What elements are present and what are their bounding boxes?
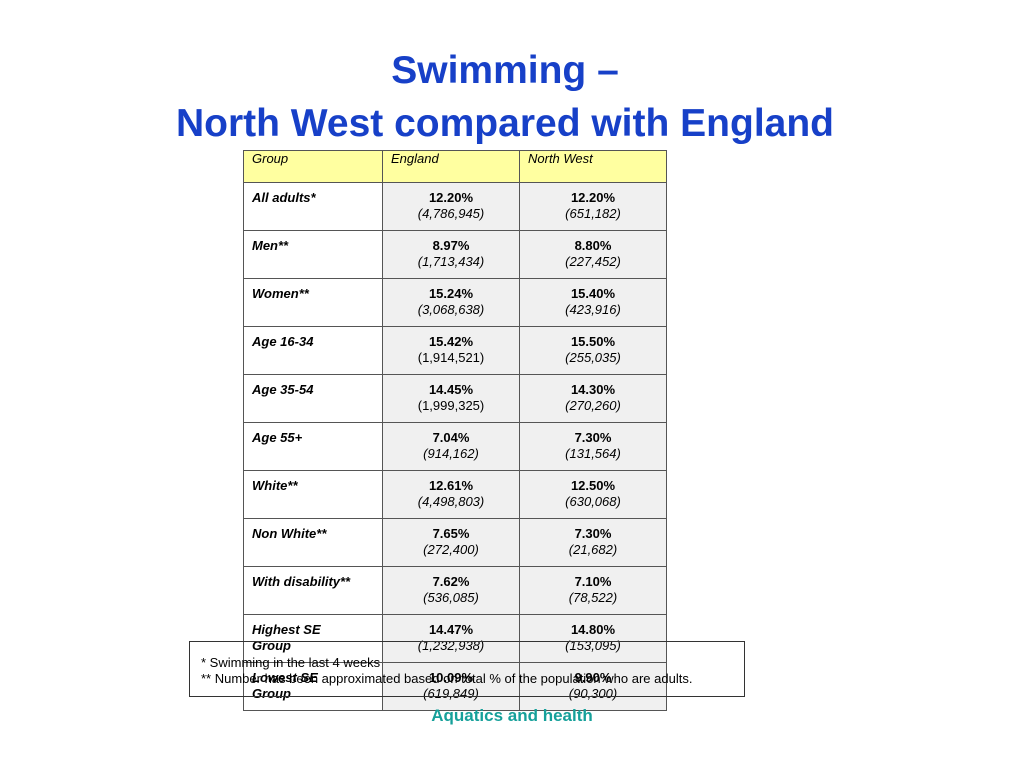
north-west-number: (423,916) [565, 302, 621, 317]
table-row: Age 16-34 15.42% (1,914,521) 15.50% (255,0… [243, 326, 667, 375]
group-label-line-1: Highest SE [252, 622, 321, 637]
north-west-cell: 7.30% (131,564) [519, 422, 667, 471]
table-row: Age 55+ 7.04% (914,162) 7.30% (131,564) [243, 422, 667, 471]
england-number: (4,786,945) [417, 206, 485, 221]
north-west-number: (131,564) [565, 446, 621, 461]
title-line-2: North West compared with England [176, 102, 834, 145]
table-row: Non White** 7.65% (272,400) 7.30% (21,682) [243, 518, 667, 567]
north-west-cell: 15.50% (255,035) [519, 326, 667, 375]
group-label: Non White** [243, 518, 383, 567]
england-percent: 7.62% [432, 574, 470, 589]
footnote-1: * Swimming in the last 4 weeks [201, 655, 381, 670]
england-cell: 8.97% (1,713,434) [382, 230, 520, 279]
header-north-west: North West [519, 150, 667, 183]
table-header-row: Group England North West [243, 150, 667, 183]
north-west-cell: 9.90% (90,300) [519, 662, 667, 711]
england-cell: 12.61% (4,498,803) [382, 470, 520, 519]
england-number: (619,849) [423, 686, 479, 701]
group-label: Men** [243, 230, 383, 279]
england-cell: 7.65% (272,400) [382, 518, 520, 567]
north-west-number: (651,182) [565, 206, 621, 221]
england-cell: 15.24% (3,068,638) [382, 278, 520, 327]
footnotes-box: * Swimming in the last 4 weeks ** Number… [189, 641, 745, 697]
footnote-2: ** Number has been approximated based on… [201, 671, 693, 686]
table-row: White** 12.61% (4,498,803) 12.50% (630,068… [243, 470, 667, 519]
north-west-percent: 15.50% [570, 334, 616, 349]
group-label-line-1: Lowest SE [252, 670, 318, 685]
group-label: With disability** [243, 566, 383, 615]
england-percent: 12.61% [428, 478, 474, 493]
england-percent: 14.47% [428, 622, 474, 637]
england-percent: 10.09% [428, 670, 474, 685]
north-west-percent: 12.50% [570, 478, 616, 493]
england-cell: 7.62% (536,085) [382, 566, 520, 615]
table-row: Age 35-54 14.45% (1,999,325) 14.30% (270,2… [243, 374, 667, 423]
north-west-cell: 12.50% (630,068) [519, 470, 667, 519]
north-west-cell: 15.40% (423,916) [519, 278, 667, 327]
north-west-number: (90,300) [568, 686, 618, 701]
north-west-percent: 7.10% [574, 574, 612, 589]
england-percent: 8.97% [432, 238, 470, 253]
england-number: (272,400) [423, 542, 479, 557]
north-west-cell: 8.80% (227,452) [519, 230, 667, 279]
north-west-percent: 15.40% [570, 286, 616, 301]
table-row: Women** 15.24% (3,068,638) 15.40% (423,916… [243, 278, 667, 327]
england-cell: 12.20% (4,786,945) [382, 182, 520, 231]
north-west-cell: 14.30% (270,260) [519, 374, 667, 423]
england-number: (3,068,638) [417, 302, 485, 317]
north-west-number: (78,522) [568, 590, 618, 605]
group-label: All adults* [243, 182, 383, 231]
north-west-percent: 7.30% [574, 430, 612, 445]
england-percent: 7.04% [432, 430, 470, 445]
comparison-table: Group England North West All adults* 12.… [243, 150, 667, 711]
north-west-percent: 14.80% [570, 622, 616, 637]
north-west-number: (255,035) [565, 350, 621, 365]
north-west-percent: 12.20% [570, 190, 616, 205]
table-row: All adults* 12.20% (4,786,945) 12.20% (651… [243, 182, 667, 231]
table-row: Lowest SE Group 10.09% (619,849) 9.90% (90,… [243, 662, 667, 711]
england-number: (4,498,803) [417, 494, 485, 509]
england-percent: 7.65% [432, 526, 470, 541]
north-west-percent: 14.30% [570, 382, 616, 397]
england-number: (1,713,434) [417, 254, 485, 269]
england-number: (1,914,521) [417, 350, 485, 365]
england-number: (1,999,325) [417, 398, 485, 413]
title-line-1: Swimming – [391, 49, 619, 92]
group-label: Age 55+ [243, 422, 383, 471]
group-label: Lowest SE Group [243, 662, 383, 711]
north-west-number: (21,682) [568, 542, 618, 557]
table-row: With disability** 7.62% (536,085) 7.10% (7… [243, 566, 667, 615]
group-label: White** [243, 470, 383, 519]
north-west-cell: 7.10% (78,522) [519, 566, 667, 615]
north-west-number: (227,452) [565, 254, 621, 269]
england-cell: 15.42% (1,914,521) [382, 326, 520, 375]
slide-title: Swimming – North West compared with Engl… [0, 44, 1010, 150]
england-number: (536,085) [423, 590, 479, 605]
north-west-percent: 8.80% [574, 238, 612, 253]
group-label: Age 16-34 [243, 326, 383, 375]
group-label: Highest SE Group [243, 614, 383, 663]
north-west-number: (630,068) [565, 494, 621, 509]
group-label-line-2: Group [252, 686, 291, 701]
england-percent: 15.24% [428, 286, 474, 301]
england-percent: 12.20% [428, 190, 474, 205]
north-west-number: (270,260) [565, 398, 621, 413]
england-percent: 14.45% [428, 382, 474, 397]
england-number: (914,162) [423, 446, 479, 461]
footer-label: Aquatics and health [431, 706, 593, 725]
north-west-cell: 12.20% (651,182) [519, 182, 667, 231]
header-group: Group [243, 150, 383, 183]
england-cell: 7.04% (914,162) [382, 422, 520, 471]
group-label: Women** [243, 278, 383, 327]
north-west-percent: 9.90% [574, 670, 612, 685]
header-england: England [382, 150, 520, 183]
north-west-cell: 7.30% (21,682) [519, 518, 667, 567]
england-cell: 10.09% (619,849) [382, 662, 520, 711]
group-label: Age 35-54 [243, 374, 383, 423]
north-west-percent: 7.30% [574, 526, 612, 541]
england-cell: 14.45% (1,999,325) [382, 374, 520, 423]
table-row: Men** 8.97% (1,713,434) 8.80% (227,452) [243, 230, 667, 279]
england-percent: 15.42% [428, 334, 474, 349]
north-west-cell: 14.80% (153,095) [519, 614, 667, 663]
